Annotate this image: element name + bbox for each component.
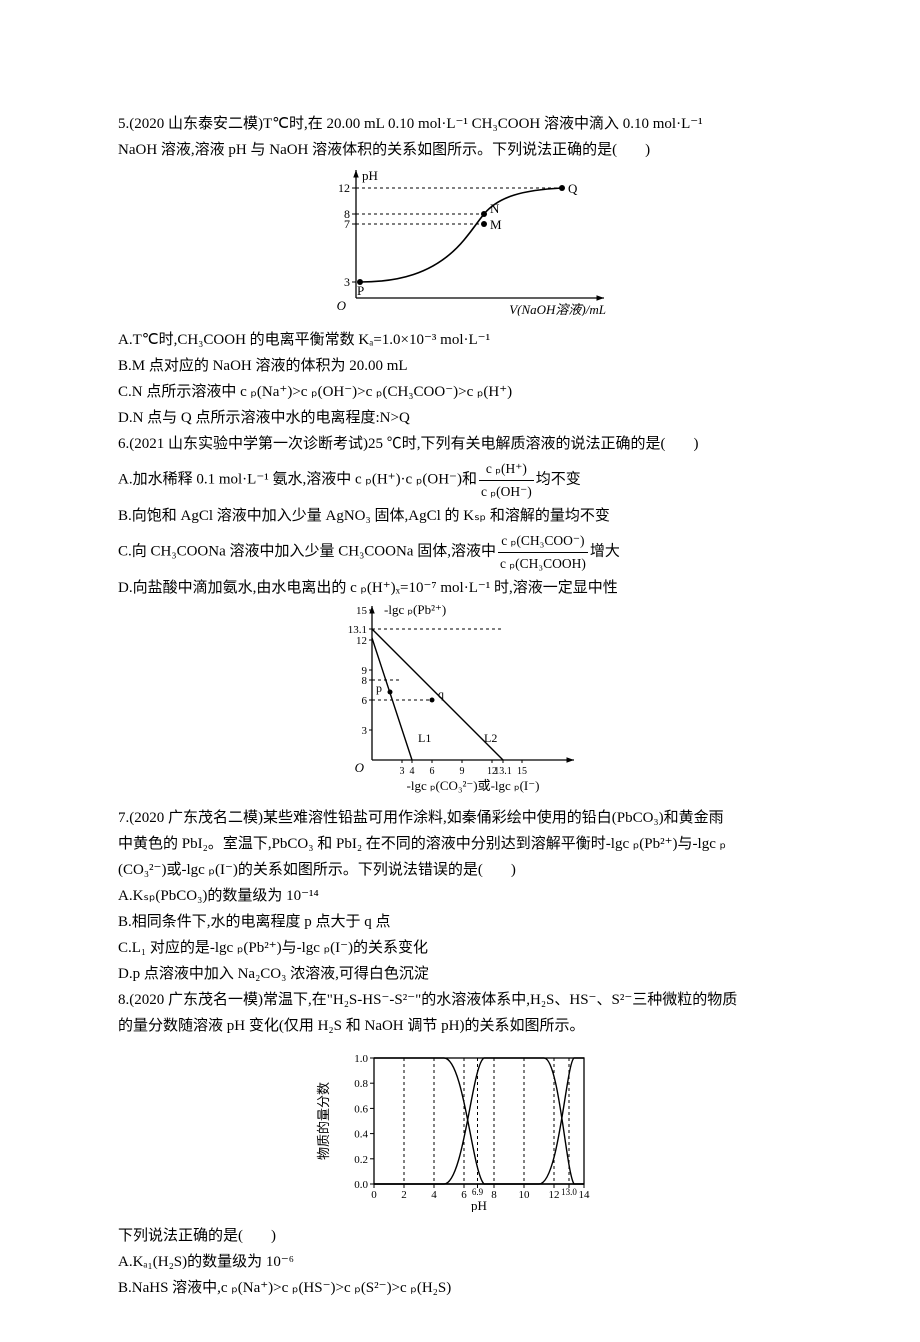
svg-text:6: 6 (461, 1189, 467, 1201)
q7-stem-line3: (CO₃²⁻)或-lgc ₚ(I⁻)的关系如图所示。下列说法错误的是() (118, 858, 810, 882)
q6-optA-frac-den: c ₚ(OH⁻) (479, 481, 534, 503)
q7-optA: A.Kₛₚ(PbCO₃)的数量级为 10⁻¹⁴ (118, 884, 810, 908)
svg-text:12: 12 (338, 181, 350, 195)
q5-stem-line1: 5.(2020 山东泰安二模)T℃时,在 20.00 mL 0.10 mol·L… (118, 112, 810, 136)
svg-text:pH: pH (471, 1198, 487, 1212)
svg-text:6: 6 (362, 695, 368, 707)
svg-text:12: 12 (549, 1189, 560, 1201)
q7-stem-line3-close: ) (511, 862, 516, 878)
svg-text:3: 3 (362, 725, 368, 737)
q6-optB: B.向饱和 AgCl 溶液中加入少量 AgNO₃ 固体,AgCl 的 Kₛₚ 和… (118, 504, 810, 528)
svg-text:6.9: 6.9 (472, 1187, 484, 1197)
q8-below: 下列说法正确的是() (118, 1224, 810, 1248)
svg-text:9: 9 (362, 665, 368, 677)
q6-stem: 6.(2021 山东实验中学第一次诊断考试)25 ℃时,下列有关电解质溶液的说法… (118, 432, 810, 456)
q6-optC-pre: C.向 CH₃COONa 溶液中加入少量 CH₃COONa 固体,溶液中 (118, 544, 496, 560)
q7-stem-line3-text: (CO₃²⁻)或-lgc ₚ(I⁻)的关系如图所示。下列说法错误的是( (118, 862, 483, 878)
svg-text:12: 12 (356, 635, 367, 647)
q7-optB: B.相同条件下,水的电离程度 p 点大于 q 点 (118, 910, 810, 934)
svg-text:4: 4 (410, 766, 415, 777)
q5-optA: A.T℃时,CH₃COOH 的电离平衡常数 Kₐ=1.0×10⁻³ mol·L⁻… (118, 328, 810, 352)
q6-optC-frac-den: c ₚ(CH₃COOH) (498, 553, 588, 575)
q6-optC: C.向 CH₃COONa 溶液中加入少量 CH₃COONa 固体,溶液中c ₚ(… (118, 530, 810, 574)
q5-optB: B.M 点对应的 NaOH 溶液的体积为 20.00 mL (118, 354, 810, 378)
svg-text:4: 4 (431, 1189, 437, 1201)
svg-text:q: q (438, 687, 444, 701)
svg-text:L2: L2 (484, 731, 497, 745)
svg-text:-lgc ₚ(CO₃²⁻)或-lgc ₚ(I⁻): -lgc ₚ(CO₃²⁻)或-lgc ₚ(I⁻) (407, 778, 540, 793)
svg-text:13.0: 13.0 (561, 1187, 577, 1197)
svg-text:Q: Q (568, 181, 578, 196)
svg-text:N: N (490, 201, 500, 216)
svg-text:13.1: 13.1 (348, 624, 367, 636)
q5-stem-line2-close: ) (645, 142, 650, 158)
q7-stem-line1: 7.(2020 广东茂名二模)某些难溶性铅盐可用作涂料,如秦俑彩绘中使用的铅白(… (118, 806, 810, 830)
q6-optA: A.加水稀释 0.1 mol·L⁻¹ 氨水,溶液中 c ₚ(H⁺)·c ₚ(OH… (118, 458, 810, 502)
svg-text:0: 0 (371, 1189, 377, 1201)
svg-text:15: 15 (517, 766, 527, 777)
q6-optD: D.向盐酸中滴加氨水,由水电离出的 c ₚ(H⁺)ₓ=10⁻⁷ mol·L⁻¹ … (118, 576, 810, 600)
svg-text:0.2: 0.2 (354, 1154, 368, 1166)
q6-stem-close: ) (694, 436, 699, 452)
q7-stem-line2: 中黄色的 PbI₂。室温下,PbCO₃ 和 PbI₂ 在不同的溶液中分别达到溶解… (118, 832, 810, 856)
chart67: -lgc ₚ(Pb²⁺)O-lgc ₚ(CO₃²⁻)或-lgc ₚ(I⁻)368… (324, 604, 604, 794)
svg-text:L1: L1 (418, 731, 431, 745)
q8-stem-line2: 的量分数随溶液 pH 变化(仅用 H₂S 和 NaOH 调节 pH)的关系如图所… (118, 1014, 810, 1038)
svg-text:-lgc ₚ(Pb²⁺): -lgc ₚ(Pb²⁺) (384, 604, 446, 617)
svg-text:0.4: 0.4 (354, 1129, 368, 1141)
svg-text:2: 2 (401, 1189, 407, 1201)
q8-below-close: ) (271, 1228, 276, 1244)
q5-optC: C.N 点所示溶液中 c ₚ(Na⁺)>c ₚ(OH⁻)>c ₚ(CH₃COO⁻… (118, 380, 810, 404)
svg-text:O: O (355, 760, 365, 775)
svg-text:13.1: 13.1 (494, 766, 512, 777)
svg-text:1.0: 1.0 (354, 1053, 368, 1065)
svg-text:15: 15 (356, 605, 368, 617)
svg-text:M: M (490, 217, 502, 232)
svg-text:3: 3 (400, 766, 405, 777)
svg-text:0.8: 0.8 (354, 1079, 368, 1091)
q8-below-text: 下列说法正确的是( (118, 1228, 243, 1244)
q7-optC: C.L₁ 对应的是-lgc ₚ(Pb²⁺)与-lgc ₚ(I⁻)的关系变化 (118, 936, 810, 960)
svg-text:P: P (357, 283, 364, 298)
q5-optD: D.N 点与 Q 点所示溶液中水的电离程度:N>Q (118, 406, 810, 430)
svg-text:0.0: 0.0 (354, 1179, 368, 1191)
q6-optA-frac: c ₚ(H⁺)c ₚ(OH⁻) (479, 458, 534, 502)
svg-text:3: 3 (344, 275, 350, 289)
q5-chart-wrap: pHOV(NaOH溶液)/mL37812PMNQ (118, 166, 810, 324)
svg-text:8: 8 (491, 1189, 497, 1201)
q6-stem-text: 6.(2021 山东实验中学第一次诊断考试)25 ℃时,下列有关电解质溶液的说法… (118, 436, 666, 452)
svg-text:6: 6 (430, 766, 435, 777)
q6-optC-frac: c ₚ(CH₃COO⁻)c ₚ(CH₃COOH) (498, 530, 588, 574)
svg-text:pH: pH (362, 168, 378, 183)
q8-chart: 0.0 0.2 0.4 0.6 0.8 1.0 0 2 4 6 6.9 8 10 1213.014 物质的量… (314, 1042, 614, 1212)
svg-text:p: p (376, 681, 382, 695)
q6-optA-pre: A.加水稀释 0.1 mol·L⁻¹ 氨水,溶液中 c ₚ(H⁺)·c ₚ(OH… (118, 472, 477, 488)
q6-optA-frac-num: c ₚ(H⁺) (479, 458, 534, 481)
q5-stem-line2-text: NaOH 溶液,溶液 pH 与 NaOH 溶液体积的关系如图所示。下列说法正确的… (118, 142, 617, 158)
svg-text:0.6: 0.6 (354, 1104, 368, 1116)
chart67-wrap: -lgc ₚ(Pb²⁺)O-lgc ₚ(CO₃²⁻)或-lgc ₚ(I⁻)368… (118, 604, 810, 802)
q6-optC-post: 增大 (590, 544, 620, 560)
q8-chart-wrap: 0.0 0.2 0.4 0.6 0.8 1.0 0 2 4 6 6.9 8 10 1213.014 物质的量… (118, 1042, 810, 1220)
q5-stem-line2: NaOH 溶液,溶液 pH 与 NaOH 溶液体积的关系如图所示。下列说法正确的… (118, 138, 810, 162)
q7-optD: D.p 点溶液中加入 Na₂CO₃ 浓溶液,可得白色沉淀 (118, 962, 810, 986)
svg-text:物质的量分数: 物质的量分数 (316, 1082, 331, 1160)
svg-text:10: 10 (519, 1189, 531, 1201)
svg-text:8: 8 (344, 207, 350, 221)
q6-optC-frac-num: c ₚ(CH₃COO⁻) (498, 530, 588, 553)
q8-optA: A.Kₐ₁(H₂S)的数量级为 10⁻⁶ (118, 1250, 810, 1274)
svg-text:9: 9 (460, 766, 465, 777)
q5-chart: pHOV(NaOH溶液)/mL37812PMNQ (314, 166, 614, 316)
q6-optA-post: 均不变 (536, 472, 581, 488)
q8-optB: B.NaHS 溶液中,c ₚ(Na⁺)>c ₚ(HS⁻)>c ₚ(S²⁻)>c … (118, 1276, 810, 1300)
svg-text:14: 14 (579, 1189, 591, 1201)
q8-stem-line1: 8.(2020 广东茂名一模)常温下,在"H₂S-HS⁻-S²⁻"的水溶液体系中… (118, 988, 810, 1012)
svg-text:O: O (337, 298, 347, 313)
svg-text:V(NaOH溶液)/mL: V(NaOH溶液)/mL (509, 302, 606, 316)
